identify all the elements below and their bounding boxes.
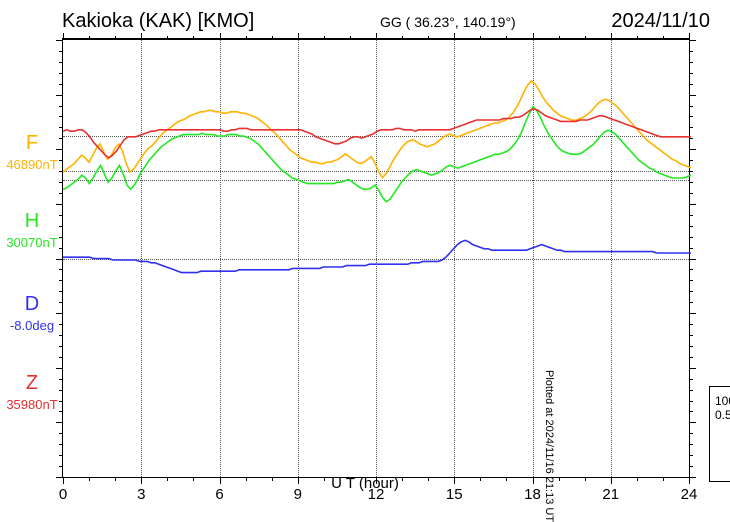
series-label-D: D -8.0deg [3, 293, 61, 333]
ytick-left-40 [56, 477, 63, 478]
series-value-F: 46890nT [3, 157, 61, 172]
xtick-label-0: 0 [59, 486, 67, 503]
ytick-left-15 [56, 204, 63, 205]
series-label-F: F 46890nT [3, 132, 61, 172]
chart-root: Kakioka (KAK) [KMO] GG ( 36.23°, 140.19°… [0, 0, 730, 520]
xtick-top-15 [454, 33, 455, 40]
xtick-label-21: 21 [602, 486, 619, 503]
series-letter-F: F [3, 132, 61, 155]
scalebar-vertical-line [709, 386, 710, 481]
series-letter-D: D [3, 293, 61, 316]
ytick-left-35 [56, 422, 63, 423]
ytick-left-30 [56, 368, 63, 369]
curve-F [63, 81, 691, 178]
xtick-label-6: 6 [215, 486, 223, 503]
series-label-Z: Z 35980nT [3, 372, 61, 412]
xtick-label-9: 9 [294, 486, 302, 503]
scalebar-top-cap [709, 386, 730, 387]
chart-location: GG ( 36.23°, 140.19°) [380, 14, 516, 30]
xaxis-title: U T (hour) [331, 475, 399, 492]
chart-date: 2024/11/10 [611, 10, 710, 33]
xtick-top-24 [689, 33, 690, 40]
series-letter-Z: Z [3, 372, 61, 395]
xtick-top-3 [141, 33, 142, 40]
scalebar-bottom-cap [709, 481, 730, 482]
xtick-label-3: 3 [137, 486, 145, 503]
xtick-label-15: 15 [446, 486, 463, 503]
xtick-top-21 [611, 33, 612, 40]
ytick-left-20 [56, 259, 63, 260]
xtick-label-18: 18 [524, 486, 541, 503]
ytick-left-5 [56, 95, 63, 96]
plot-area: 0 3 6 9 12 15 18 21 24 F 46890nT H 30070nT D -8.… [62, 38, 690, 478]
xtick-top-12 [376, 33, 377, 40]
series-letter-H: H [3, 210, 61, 233]
xtick-top-18 [533, 33, 534, 40]
xtick-top-0 [63, 33, 64, 40]
curve-D [63, 240, 691, 272]
scalebar-text: 100 nT 0.5 deg [715, 394, 730, 422]
scalebar: 100 nT 0.5 deg [697, 386, 730, 481]
series-value-Z: 35980nT [3, 397, 61, 412]
curve-H [63, 107, 691, 202]
xtick-label-24: 24 [681, 486, 698, 503]
series-value-D: -8.0deg [3, 318, 61, 333]
ytick-left-0 [56, 40, 63, 41]
series-label-H: H 30070nT [3, 210, 61, 250]
xtick-top-6 [220, 33, 221, 40]
xtick-top-9 [298, 33, 299, 40]
magnetogram-curves [63, 40, 691, 480]
plotted-at-text: Plotted at 2024/11/16 21:13 UT [543, 370, 555, 522]
series-value-H: 30070nT [3, 235, 61, 250]
chart-title: Kakioka (KAK) [KMO] [62, 10, 254, 33]
